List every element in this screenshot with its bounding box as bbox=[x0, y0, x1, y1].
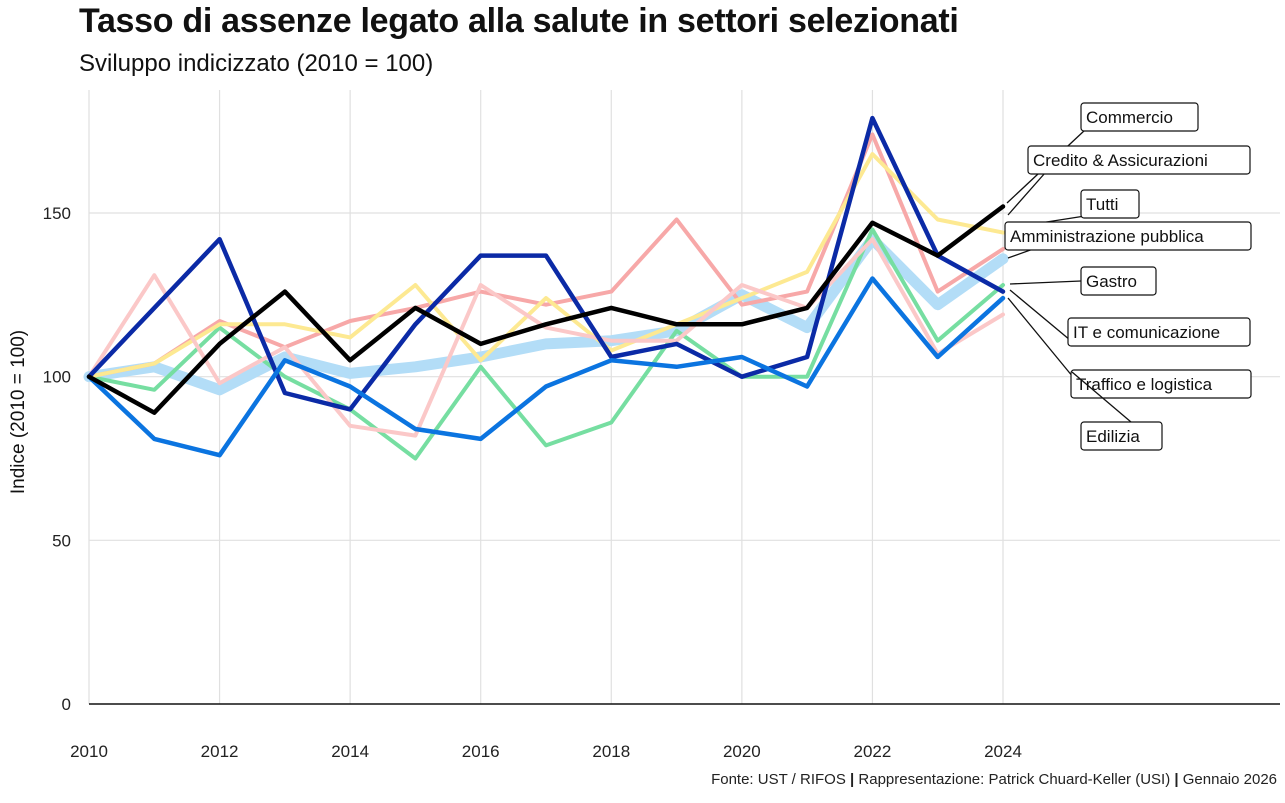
series-label: Commercio bbox=[1086, 108, 1173, 127]
gridlines bbox=[88, 90, 1280, 704]
series-label-box bbox=[1004, 221, 1252, 251]
series-line bbox=[86, 204, 1006, 415]
series-label-box bbox=[1080, 421, 1163, 451]
chart-caption: Fonte: UST / RIFOS | Rappresentazione: P… bbox=[711, 771, 1277, 788]
series-label: Edilizia bbox=[1086, 427, 1140, 446]
series-label: Traffico e logistica bbox=[1076, 375, 1213, 394]
series-line bbox=[87, 132, 1005, 379]
label-leader-line bbox=[1007, 297, 1074, 378]
y-tick-label: 0 bbox=[62, 695, 71, 714]
caption-author: Rappresentazione: Patrick Chuard-Keller … bbox=[858, 771, 1171, 788]
series-label-box bbox=[1070, 369, 1252, 399]
x-tick-label: 2024 bbox=[984, 742, 1022, 761]
series-label: Amministrazione pubblica bbox=[1010, 227, 1204, 246]
caption-date: Gennaio 2026 bbox=[1182, 771, 1277, 788]
x-tick-label: 2020 bbox=[723, 742, 761, 761]
y-tick-label: 100 bbox=[43, 368, 71, 387]
series-label: Gastro bbox=[1086, 272, 1137, 291]
series-label: Tutti bbox=[1086, 195, 1118, 214]
x-tick-label: 2016 bbox=[462, 742, 500, 761]
chart-subtitle: Sviluppo indicizzato (2010 = 100) bbox=[79, 50, 434, 77]
x-tick-label: 2014 bbox=[331, 742, 369, 761]
caption-source: Fonte: UST / RIFOS bbox=[711, 771, 846, 788]
series-label-box bbox=[1067, 317, 1251, 347]
series-labels: Commercio Credito & Assicurazioni Tutti Amm… bbox=[1004, 102, 1252, 451]
label-leader-line bbox=[1071, 371, 1132, 423]
x-tick-label: 2010 bbox=[70, 742, 108, 761]
series-label-box bbox=[1080, 189, 1140, 219]
series-label: Credito & Assicurazioni bbox=[1033, 151, 1208, 170]
caption-separator: | bbox=[1174, 771, 1179, 788]
y-tick-label: 150 bbox=[43, 204, 71, 223]
x-tick-label: 2018 bbox=[592, 742, 630, 761]
chart-title: Tasso di assenze legato alla salute in s… bbox=[79, 2, 959, 40]
axes: 2010 2012 2014 2016 2018 2020 2022 2024 0 50 100 15… bbox=[43, 204, 1280, 761]
label-leader-line bbox=[1009, 280, 1082, 285]
series-line bbox=[86, 115, 1006, 412]
series-line bbox=[87, 227, 1005, 461]
caption-separator: | bbox=[850, 771, 855, 788]
label-leader-line bbox=[1007, 172, 1046, 216]
series-line bbox=[87, 237, 1005, 438]
series-line bbox=[83, 233, 1009, 396]
y-axis-label: Indice (2010 = 100) bbox=[8, 330, 29, 494]
series-label-box bbox=[1027, 145, 1251, 175]
series-label-box bbox=[1080, 102, 1199, 132]
series-line bbox=[86, 276, 1006, 458]
x-tick-label: 2012 bbox=[201, 742, 239, 761]
y-tick-label: 50 bbox=[52, 531, 71, 550]
series-label-box bbox=[1080, 266, 1157, 296]
series-lines bbox=[83, 115, 1009, 461]
x-tick-label: 2022 bbox=[854, 742, 892, 761]
series-label: IT e comunicazione bbox=[1073, 323, 1220, 342]
label-leader-line bbox=[1009, 289, 1071, 341]
